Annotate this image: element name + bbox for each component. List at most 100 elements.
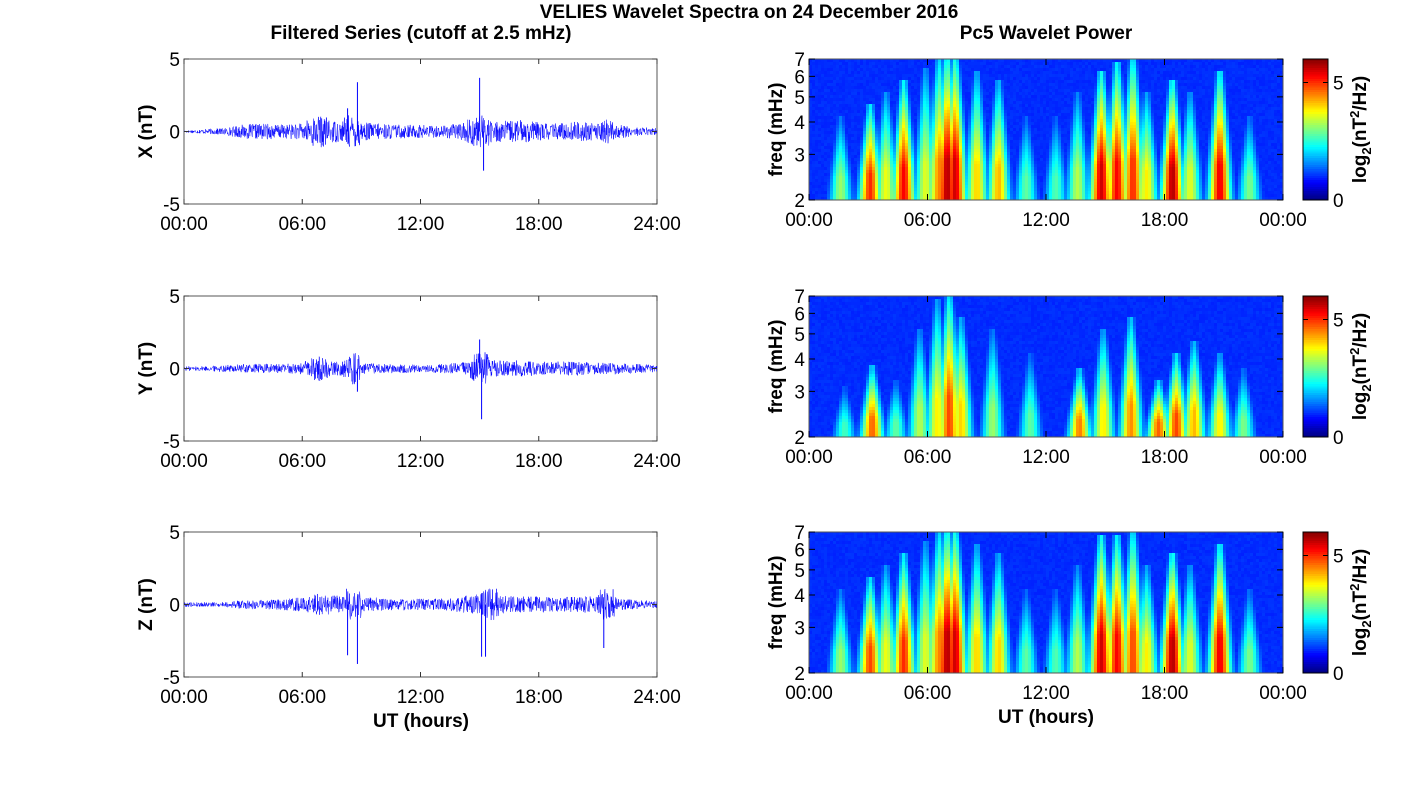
heatmap-cell [1034, 110, 1037, 113]
heatmap-cell [1022, 170, 1025, 173]
heatmap-cell [965, 170, 968, 173]
heatmap-cell [860, 176, 863, 179]
heatmap-cell [1046, 140, 1049, 143]
heatmap-cell [1094, 128, 1097, 131]
heatmap-cell [932, 116, 935, 119]
heatmap-cell [851, 194, 854, 197]
heatmap-cell [1076, 149, 1079, 152]
heatmap-cell [968, 59, 971, 62]
heatmap-cell [980, 89, 983, 92]
heatmap-cell [872, 131, 875, 134]
heatmap-cell [872, 107, 875, 110]
heatmap-cell [1064, 59, 1067, 62]
heatmap-cell [998, 134, 1001, 137]
heatmap-cell [1031, 152, 1034, 155]
heatmap-cell [965, 146, 968, 149]
heatmap-cell [824, 143, 827, 146]
heatmap-cell [965, 98, 968, 101]
heatmap-cell [827, 194, 830, 197]
heatmap-cell [1064, 119, 1067, 122]
heatmap-cell [881, 113, 884, 116]
heatmap-cell [938, 104, 941, 107]
heatmap-cell [896, 92, 899, 95]
heatmap-cell [845, 95, 848, 98]
heatmap-cell [1028, 191, 1031, 194]
heatmap-cell [1028, 92, 1031, 95]
heatmap-cell [851, 170, 854, 173]
heatmap-cell [890, 191, 893, 194]
heatmap-cell [1115, 191, 1118, 194]
heatmap-cell [908, 131, 911, 134]
heatmap-cell [839, 92, 842, 95]
heatmap-cell [866, 86, 869, 89]
heatmap-cell [959, 104, 962, 107]
heatmap-cell [827, 128, 830, 131]
heatmap-cell [1010, 194, 1013, 197]
heatmap-cell [986, 71, 989, 74]
heatmap-cell [1118, 107, 1121, 110]
heatmap-cell [1100, 77, 1103, 80]
heatmap-cell [926, 167, 929, 170]
heatmap-cell [1022, 146, 1025, 149]
heatmap-cell [1007, 134, 1010, 137]
heatmap-cell [941, 71, 944, 74]
heatmap-cell [911, 77, 914, 80]
heatmap-cell [911, 107, 914, 110]
heatmap-cell [914, 143, 917, 146]
heatmap-cell [1061, 125, 1064, 128]
heatmap-cell [1100, 104, 1103, 107]
heatmap-cell [1106, 116, 1109, 119]
heatmap-cell [866, 158, 869, 161]
heatmap-cell [953, 86, 956, 89]
heatmap-cell [944, 140, 947, 143]
heatmap-cell [1079, 119, 1082, 122]
y-tick-label: -5 [163, 195, 180, 216]
heatmap-cell [833, 146, 836, 149]
heatmap-cell [1016, 98, 1019, 101]
heatmap-cell [908, 80, 911, 83]
heatmap-cell [1112, 176, 1115, 179]
y-tick-label: 0 [169, 596, 180, 617]
heatmap-cell [1115, 116, 1118, 119]
heatmap-cell [977, 59, 980, 62]
heatmap-cell [878, 176, 881, 179]
heatmap-cell [950, 143, 953, 146]
heatmap-cell [1070, 185, 1073, 188]
heatmap-cell [1037, 146, 1040, 149]
heatmap-cell [863, 140, 866, 143]
heatmap-cell [1073, 92, 1076, 95]
heatmap-cell [836, 176, 839, 179]
heatmap-cell [980, 113, 983, 116]
heatmap-cell [1076, 119, 1079, 122]
heatmap-cell [839, 164, 842, 167]
heatmap-cell [1013, 110, 1016, 113]
heatmap-cell [854, 146, 857, 149]
heatmap-cell [914, 131, 917, 134]
heatmap-cell [1031, 146, 1034, 149]
heatmap-cell [821, 125, 824, 128]
heatmap-cell [920, 149, 923, 152]
heatmap-cell [1058, 77, 1061, 80]
heatmap-cell [938, 161, 941, 164]
heatmap-cell [971, 170, 974, 173]
heatmap-cell [860, 80, 863, 83]
heatmap-cell [1088, 71, 1091, 74]
heatmap-cell [974, 182, 977, 185]
heatmap-cell [1049, 74, 1052, 77]
heatmap-cell [965, 113, 968, 116]
heatmap-cell [1073, 119, 1076, 122]
heatmap-cell [851, 101, 854, 104]
heatmap-cell [983, 119, 986, 122]
heatmap-cell [878, 137, 881, 140]
heatmap-cell [881, 170, 884, 173]
heatmap-cell [872, 71, 875, 74]
heatmap-cell [1118, 83, 1121, 86]
heatmap-cell [1022, 158, 1025, 161]
heatmap-cell [1043, 83, 1046, 86]
heatmap-cell [830, 119, 833, 122]
heatmap-cell [887, 179, 890, 182]
heatmap-cell [1100, 146, 1103, 149]
heatmap-cell [935, 68, 938, 71]
heatmap-cell [1082, 149, 1085, 152]
heatmap-cell [824, 83, 827, 86]
